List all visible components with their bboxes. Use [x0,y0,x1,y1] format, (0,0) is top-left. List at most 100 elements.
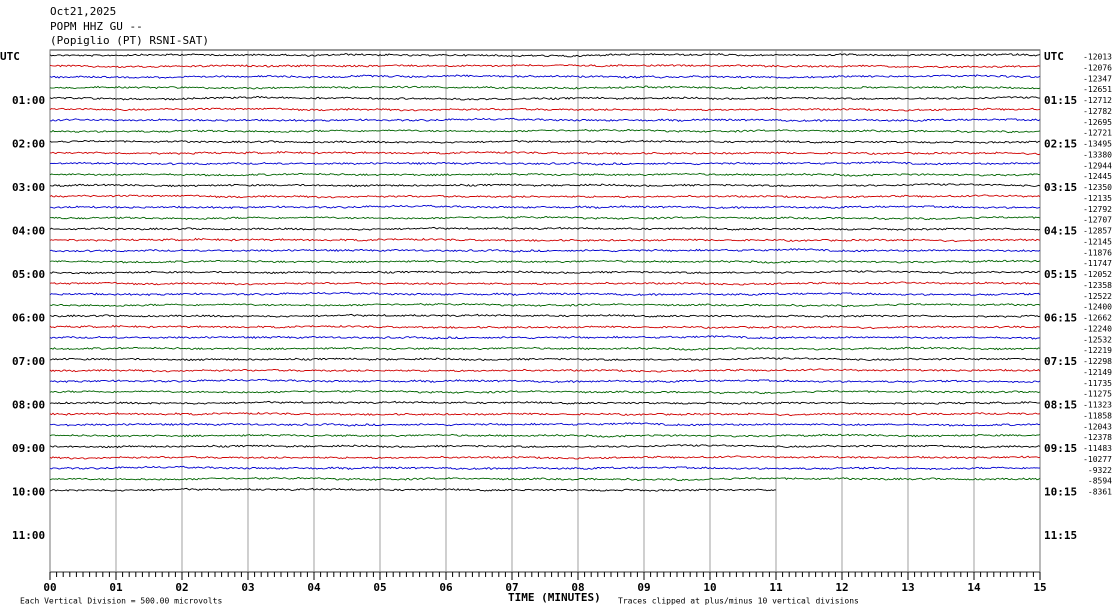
trace-offset: -9322 [1088,466,1112,475]
x-axis-label: TIME (MINUTES) [508,591,601,604]
trace-offset: -12149 [1083,368,1112,377]
trace [49,139,1041,144]
trace-offset: -12298 [1083,357,1112,366]
location: (Popiglio (PT) RSNI-SAT) [50,34,209,47]
station: POPM HHZ GU -- [50,20,143,33]
trace [49,400,1041,405]
trace-offset: -8361 [1088,488,1112,497]
trace [49,237,1041,243]
trace-offset: -12135 [1083,194,1112,203]
right-label: UTC [1044,50,1064,63]
trace [49,444,1041,449]
x-tick-label: 06 [439,581,453,594]
trace [49,52,1041,58]
trace-offset: -12782 [1083,107,1112,116]
right-label: 02:15 [1044,138,1077,151]
trace [49,216,1041,221]
clip-note: Traces clipped at plus/minus 10 vertical… [618,597,859,606]
trace [49,422,1041,427]
left-label: UTC [0,50,20,63]
trace [49,324,1041,330]
left-label: 04:00 [12,225,45,238]
trace [49,194,1041,199]
trace [49,411,1041,417]
right-label: 07:15 [1044,355,1077,368]
trace-offset: -12219 [1083,346,1112,355]
trace-offset: -12695 [1083,118,1112,127]
trace [49,487,777,492]
left-label: 11:00 [12,529,45,542]
trace [49,346,1041,351]
x-tick-label: 03 [241,581,254,594]
trace-offset: -12400 [1083,303,1112,312]
trace-offset: -11858 [1083,411,1112,420]
trace-offset: -11747 [1083,259,1112,268]
trace [49,368,1041,373]
trace-offset: -8594 [1088,477,1112,486]
trace [49,129,1041,134]
x-tick-label: 15 [1033,581,1046,594]
trace [49,390,1041,395]
right-label: 03:15 [1044,181,1077,194]
trace-offset: -12532 [1083,335,1112,344]
x-tick-label: 13 [901,581,914,594]
trace [50,150,1041,156]
trace [49,313,1041,318]
trace [49,248,1041,253]
right-label: 09:15 [1044,442,1077,455]
trace [49,291,1041,297]
trace-offset: -12651 [1083,85,1112,94]
x-tick-label: 08 [571,581,584,594]
left-label: 05:00 [12,268,45,281]
date: Oct21,2025 [50,5,116,18]
trace [49,259,1041,264]
trace-offset: -12378 [1083,433,1112,442]
trace-offset: -12944 [1083,161,1112,170]
x-tick-label: 00 [43,581,56,594]
x-tick-label: 05 [373,581,386,594]
trace [49,378,1041,384]
trace-offset: -11275 [1083,390,1112,399]
trace-offset: -12522 [1083,292,1112,301]
left-label: 09:00 [12,442,45,455]
trace-offset: -12662 [1083,314,1112,323]
trace [49,270,1040,275]
x-tick-label: 14 [967,581,981,594]
trace-offset: -12043 [1083,422,1112,431]
trace-offset: -12076 [1083,63,1112,72]
trace [49,161,1041,166]
trace [49,85,1041,90]
x-tick-label: 02 [175,581,188,594]
trace [49,477,1041,482]
right-label: 05:15 [1044,268,1077,281]
plot-frame [49,49,1041,573]
trace [49,204,1041,210]
right-label: 11:15 [1044,529,1077,542]
trace [49,117,1041,123]
x-tick-label: 07 [505,581,518,594]
trace-offset: -12792 [1083,205,1112,214]
trace-offset: -13380 [1083,150,1112,159]
right-label: 06:15 [1044,312,1077,325]
trace [49,281,1041,286]
trace-offset: -12857 [1083,227,1112,236]
trace-offset: -12445 [1083,172,1112,181]
left-label: 01:00 [12,94,45,107]
trace-offset: -12350 [1083,183,1112,192]
trace-offset: -12145 [1083,237,1112,246]
x-tick-label: 11 [769,581,783,594]
left-label: 08:00 [12,399,45,412]
trace-offset: -13495 [1083,140,1112,149]
trace-offset: -12721 [1083,129,1112,138]
right-label: 10:15 [1044,486,1077,499]
trace-offset: -12712 [1083,96,1112,105]
trace-offset: -12347 [1083,74,1112,83]
x-tick-label: 12 [835,581,848,594]
right-label: 01:15 [1044,94,1077,107]
trace [49,183,1041,188]
scale-note: Each Vertical Division = 500.00 microvol… [20,597,222,606]
trace [49,465,1041,471]
x-tick-label: 09 [637,581,650,594]
trace [49,63,1041,69]
trace [49,433,1041,438]
